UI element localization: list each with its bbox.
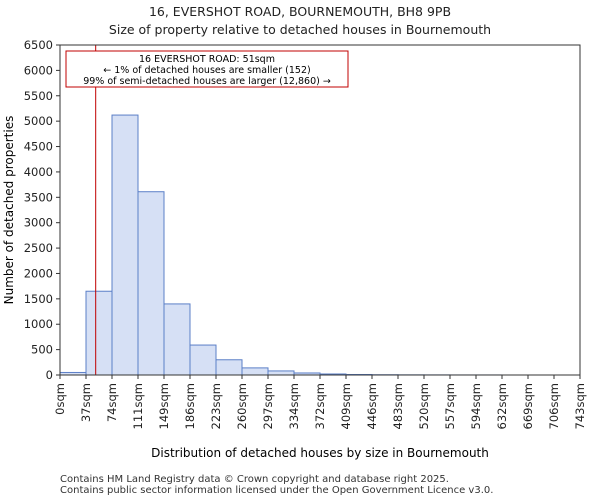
x-axis-label: Distribution of detached houses by size … (151, 446, 489, 460)
x-tick-label: 743sqm (573, 383, 587, 429)
x-tick-label: 706sqm (547, 383, 561, 429)
y-tick-label: 3500 (24, 190, 53, 204)
y-tick-label: 3000 (24, 216, 53, 230)
y-tick-label: 4500 (24, 140, 53, 154)
annotation-title: 16 EVERSHOT ROAD: 51sqm (139, 54, 275, 65)
annotation-box: 16 EVERSHOT ROAD: 51sqm ← 1% of detached… (65, 50, 349, 88)
histogram-bar (111, 114, 139, 376)
histogram-bar (267, 370, 295, 376)
x-tick-label: 37sqm (79, 383, 93, 422)
y-tick-label: 1500 (24, 292, 53, 306)
x-tick-label: 669sqm (521, 383, 535, 429)
y-tick-label: 5500 (24, 89, 53, 103)
x-tick-label: 594sqm (469, 383, 483, 429)
x-tick-label: 74sqm (105, 383, 119, 422)
histogram-bar (189, 344, 217, 376)
chart-subtitle: Size of property relative to detached ho… (108, 22, 492, 37)
x-tick-label: 483sqm (391, 383, 405, 429)
x-tick-label: 0sqm (53, 383, 67, 415)
annotation-smaller: ← 1% of detached houses are smaller (152… (103, 65, 310, 76)
histogram-bar (137, 191, 165, 376)
footer-copyright: Contains HM Land Registry data © Crown c… (60, 474, 449, 485)
histogram-bar (215, 359, 243, 376)
x-tick-label: 520sqm (417, 383, 431, 429)
footer-licence: Contains public sector information licen… (60, 485, 494, 496)
histogram-bar (241, 367, 269, 376)
x-tick-label: 260sqm (235, 383, 249, 429)
y-tick-label: 0 (46, 368, 53, 382)
annotation-larger: 99% of semi-detached houses are larger (… (83, 76, 331, 87)
y-tick-label: 4000 (24, 165, 53, 179)
x-tick-label: 223sqm (209, 383, 223, 429)
y-tick-label: 6500 (24, 38, 53, 52)
x-tick-label: 149sqm (157, 383, 171, 429)
x-tick-label: 297sqm (261, 383, 275, 429)
histogram-chart: 0 500 1000 1500 2000 2500 3000 3500 4000 4500 5000… (2, 38, 587, 460)
x-tick-label: 334sqm (287, 383, 301, 429)
x-tick-label: 557sqm (443, 383, 457, 429)
x-tick-label: 409sqm (339, 383, 353, 429)
plot-area (59, 44, 581, 376)
histogram-bar (163, 303, 191, 376)
y-tick-label: 500 (31, 343, 53, 357)
x-tick-label: 372sqm (313, 383, 327, 429)
x-tick-label: 111sqm (131, 383, 145, 429)
y-tick-label: 5000 (24, 114, 53, 128)
x-tick-label: 446sqm (365, 383, 379, 429)
y-tick-label: 1000 (24, 317, 53, 331)
y-axis-label: Number of detached properties (2, 116, 16, 305)
y-tick-label: 6000 (24, 63, 53, 77)
x-tick-label: 632sqm (495, 383, 509, 429)
x-tick-label: 186sqm (183, 383, 197, 429)
chart-title: 16, EVERSHOT ROAD, BOURNEMOUTH, BH8 9PB (148, 4, 452, 19)
y-tick-label: 2500 (24, 241, 53, 255)
histogram-bar (85, 290, 113, 376)
y-tick-label: 2000 (24, 266, 53, 280)
